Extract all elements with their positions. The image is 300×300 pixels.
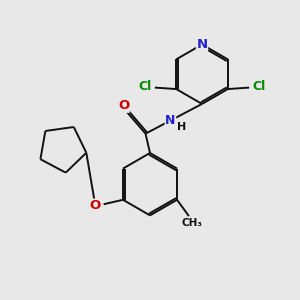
Text: N: N bbox=[196, 38, 208, 51]
Text: O: O bbox=[90, 199, 101, 212]
Text: CH₃: CH₃ bbox=[182, 218, 203, 228]
Text: Cl: Cl bbox=[139, 80, 152, 94]
Text: H: H bbox=[177, 122, 186, 131]
Text: O: O bbox=[118, 99, 129, 112]
Text: N: N bbox=[165, 114, 176, 127]
Text: Cl: Cl bbox=[252, 80, 265, 94]
